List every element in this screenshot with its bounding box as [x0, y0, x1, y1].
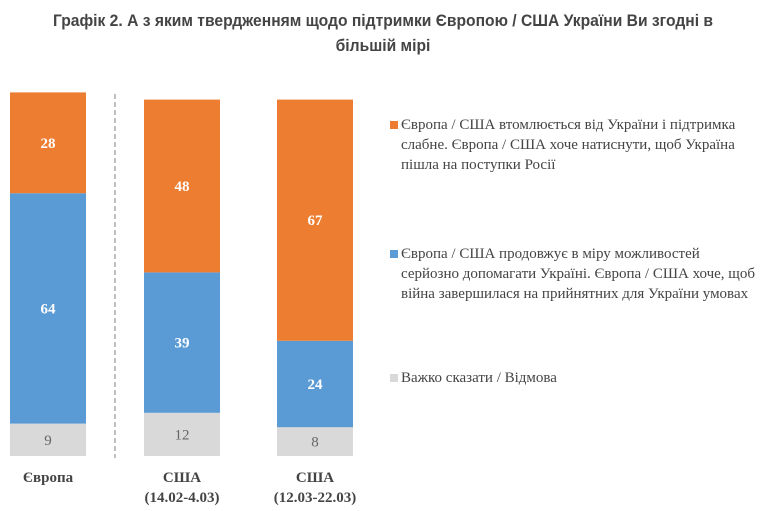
stacked-bar-chart: 9 64 28 12 39 48 8 24 67 Європа США (14.02-4.03) СШ… [10, 92, 357, 506]
bar-segment-gray [277, 427, 353, 456]
data-label: 64 [41, 301, 57, 317]
x-tick-label: Європа [23, 470, 74, 486]
data-label: 48 [175, 179, 190, 195]
data-label: 24 [308, 377, 324, 393]
data-label: 39 [175, 336, 190, 352]
legend-swatch-blue [390, 250, 398, 258]
legend-swatch-orange [390, 121, 398, 129]
bar-segment-blue [277, 340, 353, 428]
bar-segment-orange [10, 92, 86, 194]
legend-item-orange: Європа / США втомлюється від України і п… [390, 115, 760, 175]
x-tick-label: (12.03-22.03) [274, 490, 357, 506]
bar-segment-blue [10, 193, 86, 424]
data-label: 28 [41, 136, 56, 152]
legend-label: Європа / США втомлюється від України і п… [401, 117, 736, 173]
x-tick-label: США [163, 470, 201, 486]
legend-item-gray: Важко сказати / Відмова [390, 368, 760, 388]
data-label: 67 [308, 213, 324, 229]
x-tick-label: (14.02-4.03) [145, 490, 220, 506]
data-label: 12 [175, 427, 190, 443]
legend-label: Важко сказати / Відмова [401, 370, 557, 386]
bar-segment-orange [277, 99, 353, 341]
legend-item-blue: Європа / США продовжує в міру можливосте… [390, 244, 760, 304]
bar-segment-blue [144, 272, 220, 413]
x-tick-label: США [296, 470, 334, 486]
data-label: 9 [44, 433, 52, 449]
bar-segment-gray [10, 423, 86, 456]
bar-segment-gray [144, 412, 220, 456]
data-label: 8 [311, 435, 319, 451]
bar-segment-orange [144, 99, 220, 273]
legend-swatch-gray [390, 374, 398, 382]
chart-title: Графік 2. А з яким твердженням щодо підт… [52, 11, 714, 55]
legend-label: Європа / США продовжує в міру можливосте… [401, 246, 755, 302]
